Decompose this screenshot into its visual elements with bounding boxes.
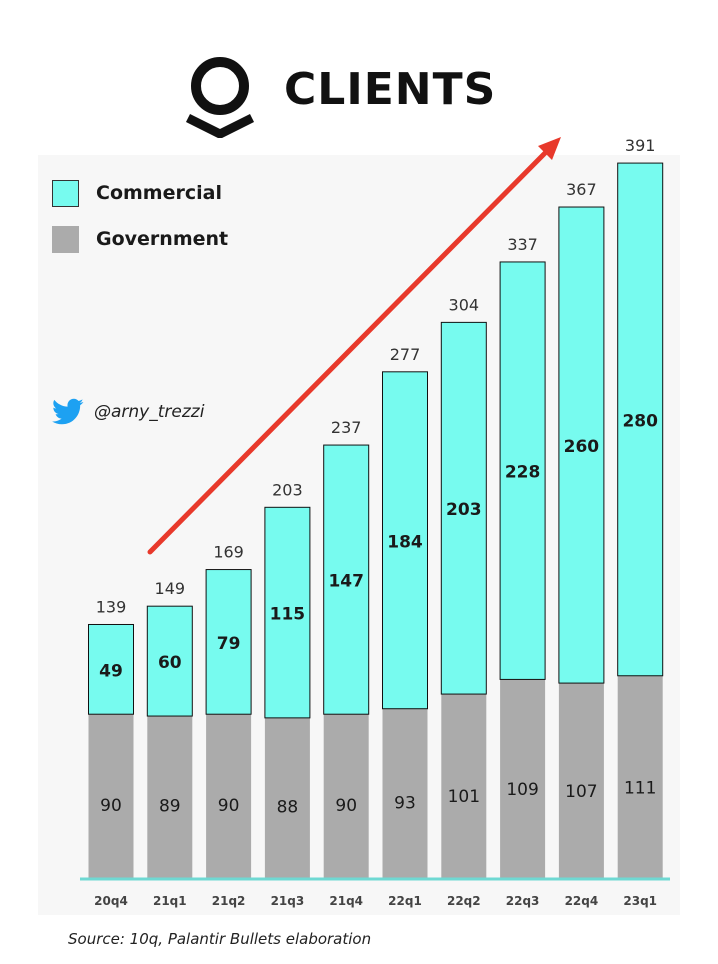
label-government-21q2: 90 (218, 796, 240, 816)
header: CLIENTS (0, 50, 718, 140)
label-total-22q3: 337 (507, 235, 538, 254)
bar-commercial-21q3 (264, 506, 311, 719)
label-total-22q2: 304 (449, 295, 480, 314)
trend-arrow-head (538, 137, 561, 160)
bar-government-21q4 (323, 714, 369, 879)
label-total-21q3: 203 (272, 480, 303, 499)
label-total-22q1: 277 (390, 345, 421, 364)
label-commercial-21q4: 147 (328, 572, 364, 592)
legend-label-government: Government (96, 228, 229, 250)
x-tick-22q4: 22q4 (565, 894, 599, 908)
bar-government-20q4 (88, 714, 134, 879)
label-total-22q4: 367 (566, 180, 597, 199)
trend-arrow-line (147, 145, 553, 555)
x-tick-22q2: 22q2 (447, 894, 481, 908)
bar-commercial-22q1 (382, 371, 428, 710)
bar-government-23q1 (617, 675, 663, 879)
x-tick-22q3: 22q3 (506, 894, 540, 908)
label-government-22q3: 109 (506, 780, 538, 800)
x-tick-20q4: 20q4 (94, 894, 128, 908)
label-commercial-22q3: 228 (505, 463, 541, 483)
bar-commercial-21q2 (205, 569, 252, 715)
label-total-23q1: 391 (625, 136, 656, 155)
bar-government-22q2 (441, 694, 487, 879)
label-total-21q4: 237 (331, 418, 362, 437)
legend-item-government: Government (52, 226, 312, 256)
label-government-22q1: 93 (394, 793, 416, 813)
label-government-21q1: 89 (159, 797, 181, 817)
page-title: CLIENTS (284, 64, 497, 115)
legend-label-commercial: Commercial (96, 182, 222, 204)
bar-government-21q1 (147, 716, 193, 879)
legend-swatch-commercial (52, 180, 79, 207)
bar-government-22q4 (558, 683, 604, 879)
label-commercial-21q1: 60 (158, 653, 182, 673)
label-commercial-20q4: 49 (99, 661, 123, 681)
twitter-handle-text: @arny_trezzi (94, 402, 205, 422)
bar-commercial-22q3 (499, 261, 546, 680)
label-commercial-23q1: 280 (622, 411, 658, 431)
bar-government-22q1 (382, 708, 428, 879)
label-government-21q4: 90 (335, 796, 357, 816)
bar-commercial-22q2 (440, 321, 487, 695)
x-tick-21q4: 21q4 (329, 894, 363, 908)
legend-swatch-government (52, 226, 79, 253)
bar-commercial-21q1 (146, 605, 193, 717)
bar-commercial-22q4 (558, 206, 605, 684)
label-commercial-22q2: 203 (446, 500, 482, 520)
source-note: Source: 10q, Palantir Bullets elaboratio… (68, 930, 372, 948)
label-government-21q3: 88 (277, 797, 299, 817)
label-total-21q1: 149 (155, 579, 186, 598)
label-total-20q4: 139 (96, 597, 127, 616)
bar-government-21q2 (206, 714, 252, 879)
label-government-22q4: 107 (565, 782, 597, 802)
bar-government-21q3 (264, 717, 310, 879)
x-tick-22q1: 22q1 (388, 894, 422, 908)
label-commercial-21q2: 79 (217, 634, 241, 654)
twitter-bird-icon (52, 398, 84, 425)
bar-commercial-21q4 (323, 444, 370, 715)
legend-item-commercial: Commercial (52, 180, 312, 210)
twitter-handle: @arny_trezzi (52, 398, 312, 428)
label-commercial-21q3: 115 (270, 605, 306, 625)
palantir-logo-icon (185, 57, 255, 138)
bar-government-22q3 (500, 679, 546, 879)
label-commercial-22q4: 260 (564, 437, 600, 457)
label-total-21q2: 169 (213, 543, 244, 562)
label-government-20q4: 90 (100, 796, 122, 816)
label-government-23q1: 111 (624, 779, 656, 799)
bar-commercial-23q1 (617, 162, 664, 677)
bar-commercial-20q4 (88, 623, 134, 715)
label-commercial-22q1: 184 (387, 532, 423, 552)
x-tick-21q2: 21q2 (212, 894, 246, 908)
label-government-22q2: 101 (448, 787, 480, 807)
x-tick-23q1: 23q1 (623, 894, 657, 908)
x-tick-21q3: 21q3 (271, 894, 305, 908)
x-tick-21q1: 21q1 (153, 894, 187, 908)
